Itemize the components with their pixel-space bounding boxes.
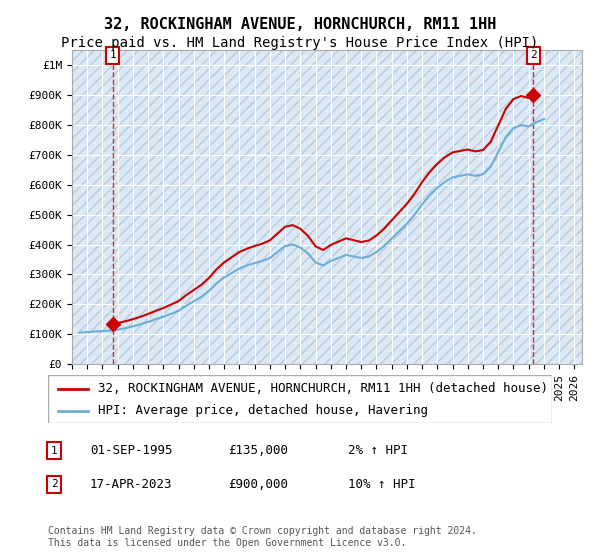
Text: 17-APR-2023: 17-APR-2023 [90,478,173,491]
Text: 1: 1 [50,446,58,456]
Text: 2% ↑ HPI: 2% ↑ HPI [348,444,408,458]
Text: £135,000: £135,000 [228,444,288,458]
Text: £900,000: £900,000 [228,478,288,491]
Text: HPI: Average price, detached house, Havering: HPI: Average price, detached house, Have… [98,404,428,417]
Text: 01-SEP-1995: 01-SEP-1995 [90,444,173,458]
Text: Contains HM Land Registry data © Crown copyright and database right 2024.
This d: Contains HM Land Registry data © Crown c… [48,526,477,548]
Text: 2: 2 [50,479,58,489]
Text: 1: 1 [109,50,116,60]
Text: 2: 2 [530,50,536,60]
Text: Price paid vs. HM Land Registry's House Price Index (HPI): Price paid vs. HM Land Registry's House … [61,36,539,50]
Text: 32, ROCKINGHAM AVENUE, HORNCHURCH, RM11 1HH (detached house): 32, ROCKINGHAM AVENUE, HORNCHURCH, RM11 … [98,382,548,395]
Text: 10% ↑ HPI: 10% ↑ HPI [348,478,415,491]
FancyBboxPatch shape [48,375,552,423]
Text: 32, ROCKINGHAM AVENUE, HORNCHURCH, RM11 1HH: 32, ROCKINGHAM AVENUE, HORNCHURCH, RM11 … [104,17,496,32]
